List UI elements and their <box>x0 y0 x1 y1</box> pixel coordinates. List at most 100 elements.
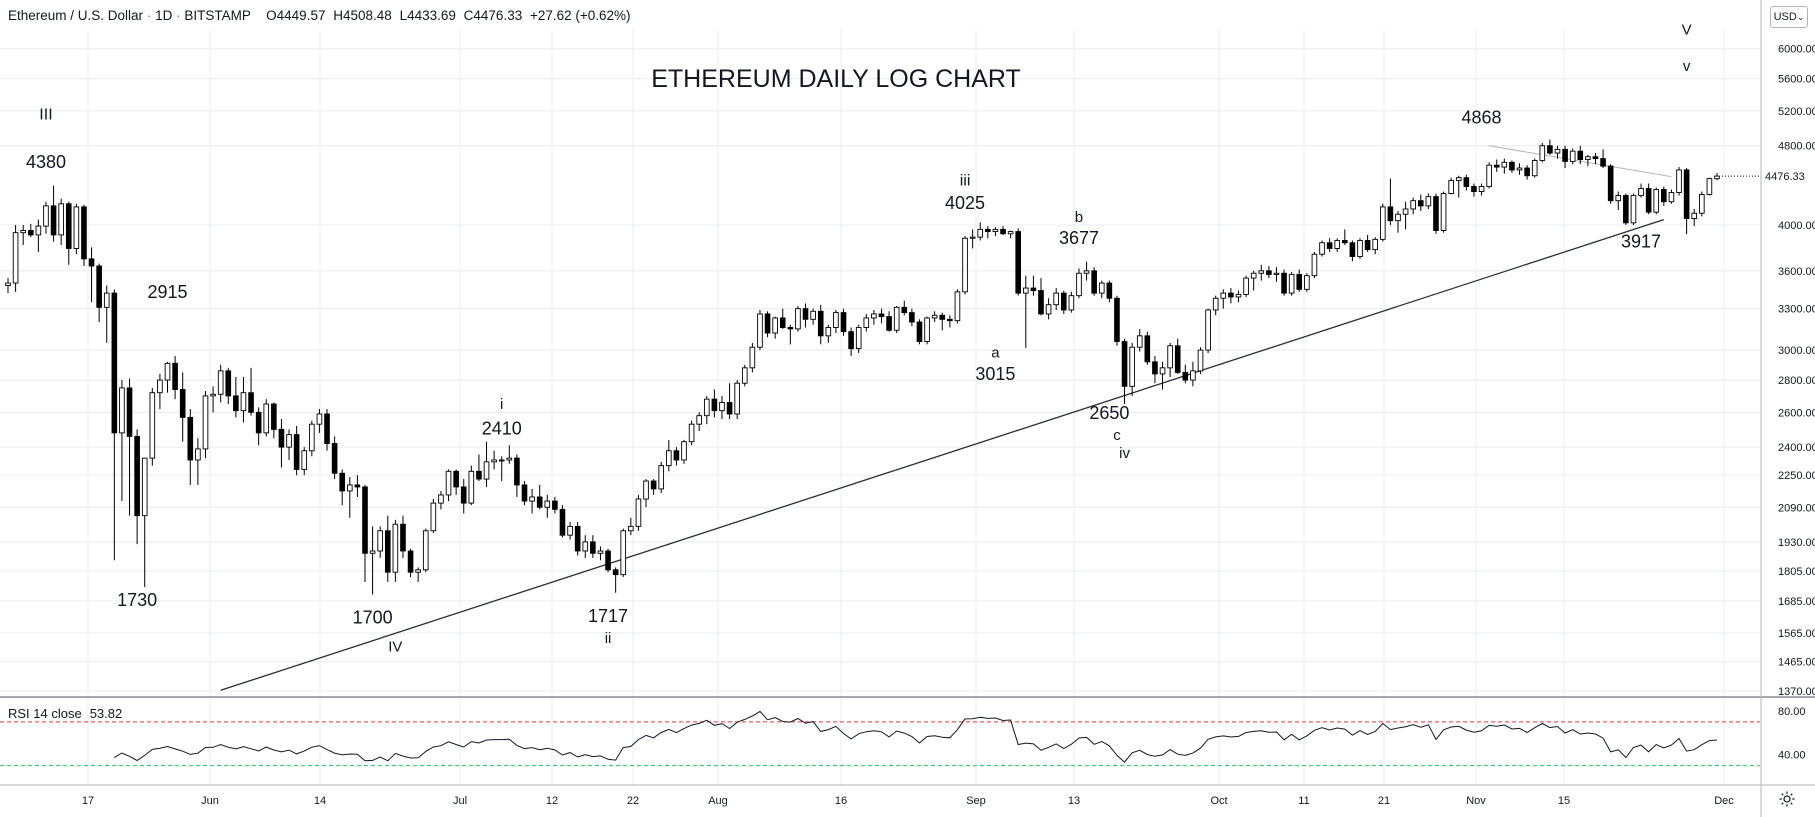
candle <box>1243 275 1249 297</box>
candle <box>833 309 839 334</box>
interval[interactable]: 1D <box>155 8 173 23</box>
candle <box>681 439 687 464</box>
candle <box>886 311 892 332</box>
low-label: L <box>399 8 408 23</box>
candle <box>1258 264 1265 281</box>
candle <box>1281 269 1287 296</box>
candle <box>195 438 201 485</box>
symbol-name[interactable]: Ethereum / U.S. Dollar <box>8 8 144 23</box>
candle <box>202 391 209 459</box>
candle <box>1478 183 1485 196</box>
wave-label: 3015 <box>975 364 1015 384</box>
close-label: C <box>463 8 474 23</box>
candle <box>924 316 930 345</box>
candle <box>1387 178 1394 225</box>
candle <box>1159 361 1166 390</box>
candle <box>468 465 475 506</box>
candle <box>825 324 832 343</box>
candle <box>1577 145 1584 165</box>
candle <box>1060 290 1067 314</box>
candle <box>582 535 589 558</box>
candle <box>354 475 361 497</box>
x-tick-label: 12 <box>546 795 558 807</box>
candle <box>795 306 801 332</box>
rsi-tick-label: 40.00 <box>1778 750 1806 762</box>
candle <box>1304 273 1310 292</box>
candle <box>1562 145 1568 169</box>
trendline[interactable] <box>220 218 1665 691</box>
candle <box>1691 208 1698 227</box>
candle <box>726 383 733 420</box>
wave-label: V <box>1682 21 1692 38</box>
candle <box>1015 228 1022 296</box>
candle <box>1714 172 1720 181</box>
candle <box>1448 177 1454 195</box>
y-tick-label: 1685.00 <box>1778 596 1815 608</box>
gear-icon[interactable] <box>1778 790 1796 808</box>
candle <box>1607 164 1614 204</box>
candle <box>400 515 406 558</box>
candle <box>1471 183 1477 197</box>
candle <box>1463 174 1470 191</box>
candle <box>407 548 414 578</box>
candle <box>1197 347 1204 374</box>
wave-label: 3917 <box>1621 231 1661 251</box>
candle <box>544 494 551 518</box>
x-tick-label: Jul <box>453 795 467 807</box>
candle <box>1433 193 1439 234</box>
currency-button[interactable]: USD⌄ <box>1770 6 1808 28</box>
candle <box>149 387 156 466</box>
candle <box>1493 159 1500 172</box>
wave-label: ii <box>605 630 612 647</box>
candle <box>969 229 976 249</box>
candle <box>643 479 649 508</box>
candle <box>605 548 611 573</box>
candle <box>1190 361 1196 387</box>
candle <box>1076 268 1082 299</box>
candle <box>1661 186 1667 206</box>
x-tick-label: Nov <box>1466 795 1486 807</box>
candle <box>741 364 748 387</box>
rsi-label[interactable]: RSI 14 close <box>8 706 82 721</box>
candle <box>893 306 900 334</box>
candle <box>1676 167 1682 196</box>
candle <box>1212 295 1219 316</box>
candle <box>1585 154 1591 167</box>
y-tick-label: 5200.00 <box>1778 106 1815 118</box>
candle <box>1372 237 1379 255</box>
candle <box>1417 194 1424 212</box>
candle <box>673 447 680 466</box>
candle <box>96 263 102 323</box>
candle <box>590 535 596 558</box>
candle <box>1228 288 1234 304</box>
rsi-value: 53.82 <box>89 706 123 721</box>
candle <box>1266 266 1272 279</box>
candle <box>650 479 657 495</box>
candle <box>1364 234 1371 252</box>
candle <box>757 309 763 351</box>
y-tick-label: 1370.00 <box>1778 686 1815 698</box>
candle <box>248 367 254 416</box>
wave-label: 4868 <box>1462 108 1502 128</box>
candle <box>840 308 847 336</box>
candle <box>1334 238 1341 252</box>
candle <box>430 499 437 533</box>
y-tick-label: 1565.00 <box>1778 628 1815 640</box>
x-tick-label: 22 <box>627 795 639 807</box>
candle <box>1600 149 1606 169</box>
currency-label: USD <box>1773 11 1797 23</box>
candle <box>392 519 399 582</box>
candle <box>1509 160 1515 173</box>
candle <box>855 324 862 353</box>
candle <box>848 327 854 356</box>
rsi-header: RSI 14 close 53.82 <box>8 706 122 721</box>
candle <box>20 225 26 246</box>
candle <box>1486 162 1492 189</box>
candle <box>1440 191 1447 233</box>
candle <box>415 567 421 582</box>
candle <box>1311 251 1318 279</box>
candle <box>1638 183 1644 198</box>
candle <box>103 285 110 343</box>
candle <box>749 342 756 373</box>
